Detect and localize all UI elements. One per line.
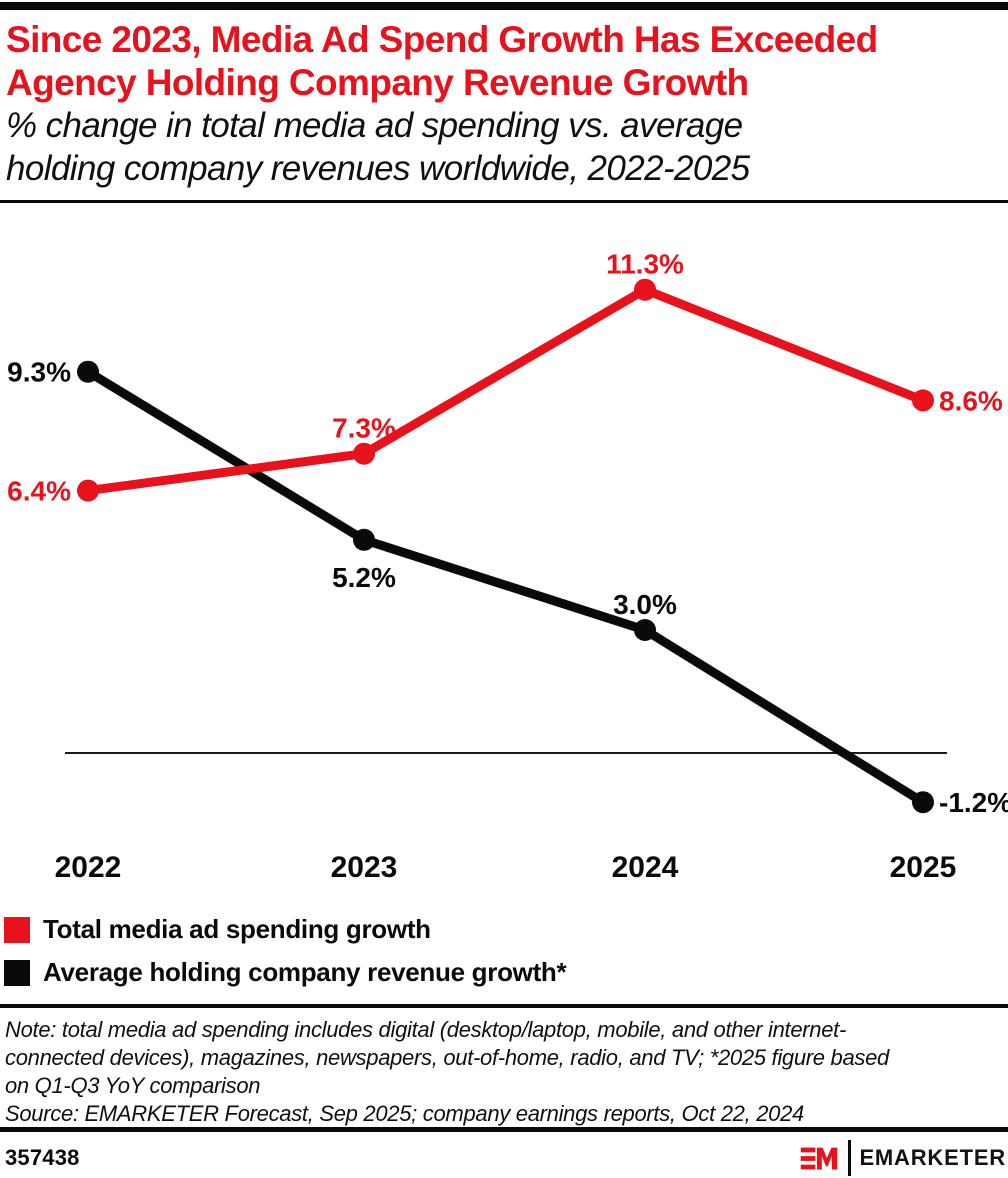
data-point-marker xyxy=(77,479,99,502)
data-point-marker xyxy=(634,619,656,641)
data-point-marker xyxy=(353,442,375,465)
data-point-marker xyxy=(912,791,934,814)
x-axis-label: 2024 xyxy=(612,851,679,884)
chart-id: 357438 xyxy=(5,1145,80,1170)
data-point-label: 6.4% xyxy=(7,476,71,507)
page-subtitle-line-2: holding company revenues worldwide, 2022… xyxy=(6,149,750,188)
page-subtitle-line-1: % change in total media ad spending vs. … xyxy=(6,106,743,145)
data-point-marker xyxy=(912,389,934,412)
legend-swatch-black xyxy=(4,959,30,986)
legend-item-media-ad-spending: Total media ad spending growth xyxy=(4,908,566,951)
data-point-label: 8.6% xyxy=(939,385,1003,416)
x-axis-label: 2023 xyxy=(331,851,398,884)
data-point-label: 3.0% xyxy=(613,589,677,620)
footer: 357438 EMARKETER xyxy=(0,1138,1008,1178)
footer-divider xyxy=(0,1127,1008,1132)
page-subtitle: % change in total media ad spending vs. … xyxy=(6,104,1006,190)
note-line-3: on Q1-Q3 YoY comparison xyxy=(5,1073,261,1098)
source-line: Source: EMARKETER Forecast, Sep 2025; co… xyxy=(5,1101,804,1126)
header-divider xyxy=(0,200,1008,203)
data-point-label: 5.2% xyxy=(332,562,396,593)
series-line-holding-company-revenue xyxy=(83,367,928,807)
footnote-divider xyxy=(0,1004,1008,1008)
top-accent-bar xyxy=(0,2,1008,10)
page-title: Since 2023, Media Ad Spend Growth Has Ex… xyxy=(6,18,1006,104)
series-line-media-ad-spending xyxy=(83,285,928,496)
legend: Total media ad spending growth Average h… xyxy=(4,908,567,994)
data-point-marker xyxy=(77,360,99,383)
data-point-marker xyxy=(353,528,375,551)
emarketer-monogram-icon xyxy=(801,1147,838,1169)
data-point-label: 7.3% xyxy=(332,413,396,444)
logo-wordmark: EMARKETER xyxy=(859,1145,1006,1170)
legend-swatch-red xyxy=(4,916,30,943)
page-title-line-1: Since 2023, Media Ad Spend Growth Has Ex… xyxy=(6,19,878,60)
data-point-label: 11.3% xyxy=(606,249,684,280)
logo-divider xyxy=(848,1140,852,1176)
chart: 9.3% 5.2% 3.0% -1.2% 6.4% 7.3% 11.3% 8.6% 2022 20… xyxy=(7,249,1008,884)
note-line-2: connected devices), magazines, newspaper… xyxy=(5,1045,889,1070)
footnote: Note: total media ad spending includes d… xyxy=(5,1016,1005,1128)
data-point-label: -1.2% xyxy=(939,787,1008,818)
data-point-label: 9.3% xyxy=(7,357,71,388)
legend-label: Total media ad spending growth xyxy=(43,914,431,944)
note-line-1: Note: total media ad spending includes d… xyxy=(5,1017,847,1042)
x-axis-label: 2025 xyxy=(890,851,957,884)
x-axis-label: 2022 xyxy=(55,851,122,884)
emarketer-logo: EMARKETER xyxy=(800,1138,1006,1178)
legend-item-holding-company-revenue: Average holding company revenue growth* xyxy=(4,951,567,994)
page-title-line-2: Agency Holding Company Revenue Growth xyxy=(6,62,749,103)
legend-label: Average holding company revenue growth* xyxy=(43,957,567,987)
data-point-marker xyxy=(634,278,656,301)
